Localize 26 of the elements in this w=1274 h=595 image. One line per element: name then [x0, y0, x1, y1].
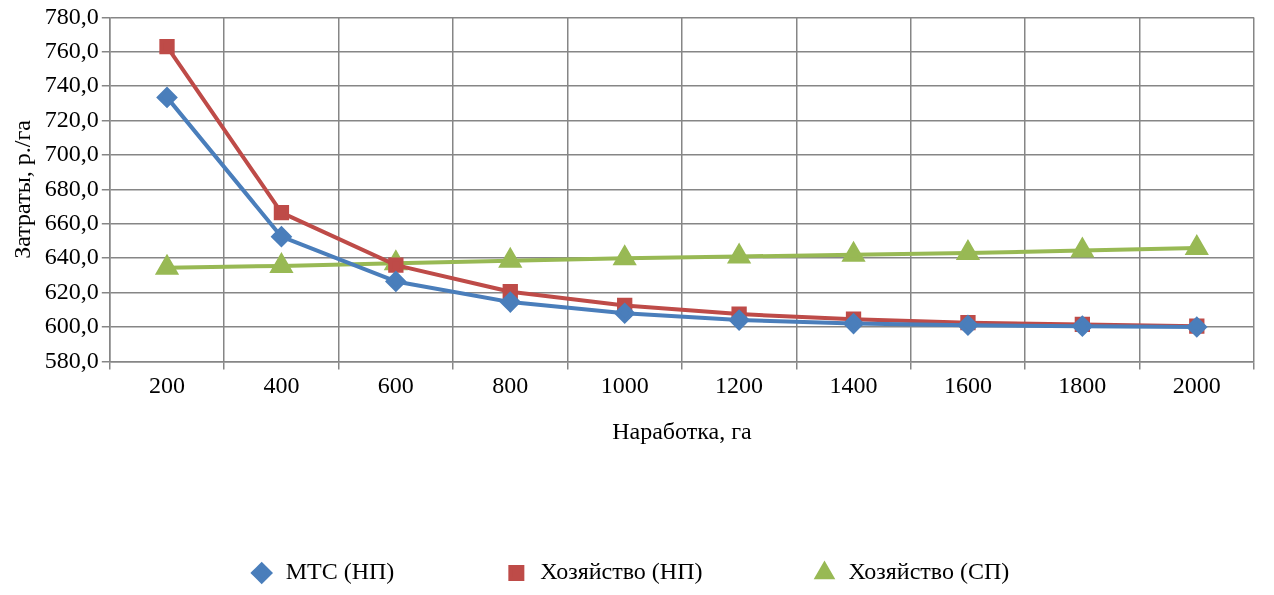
y-tick-label: 740,0 [44, 71, 99, 98]
y-tick-label: 580,0 [44, 346, 99, 373]
y-tick-label: 640,0 [44, 243, 99, 270]
y-tick-label: 620,0 [44, 277, 99, 304]
y-tick-label: 780,0 [44, 2, 99, 29]
x-tick-label: 1200 [715, 372, 764, 399]
legend-label: МТС (НП) [285, 558, 395, 585]
y-tick-label: 700,0 [44, 140, 99, 167]
x-tick-label: 600 [377, 372, 414, 399]
x-tick-label: 1800 [1058, 372, 1107, 399]
y-tick-label: 760,0 [44, 37, 99, 64]
x-tick-label: 1600 [943, 372, 992, 399]
legend-label: Хозяйство (НП) [540, 558, 703, 585]
x-tick-label: 2000 [1172, 372, 1221, 399]
x-tick-label: 1000 [600, 372, 649, 399]
y-tick-label: 680,0 [44, 174, 99, 201]
y-tick-label: 720,0 [44, 105, 99, 132]
x-tick-label: 400 [263, 372, 300, 399]
y-tick-label: 660,0 [44, 209, 99, 236]
y-tick-label: 600,0 [44, 312, 99, 339]
y-axis-title: Затраты, р./га [8, 119, 35, 259]
legend-label: Хозяйство (СП) [848, 558, 1010, 585]
x-tick-label: 1400 [829, 372, 878, 399]
x-tick-label: 800 [492, 372, 529, 399]
x-tick-label: 200 [149, 372, 186, 399]
x-axis-title: Наработка, га [612, 417, 752, 444]
